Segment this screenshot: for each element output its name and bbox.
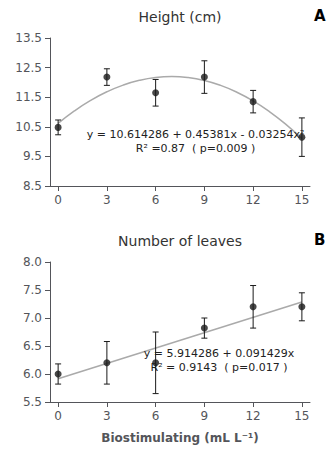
svg-text:y = 5.914286 + 0.091429x: y = 5.914286 + 0.091429x: [144, 347, 295, 360]
svg-text:15: 15: [294, 409, 309, 423]
svg-text:A: A: [314, 7, 326, 25]
svg-text:5.5: 5.5: [23, 395, 42, 409]
svg-text:13.5: 13.5: [15, 31, 42, 45]
svg-text:6.0: 6.0: [23, 367, 42, 381]
svg-text:7.0: 7.0: [23, 311, 42, 325]
svg-text:6: 6: [152, 193, 160, 207]
svg-text:9.5: 9.5: [23, 149, 42, 163]
svg-text:B: B: [314, 231, 325, 249]
svg-text:12: 12: [245, 409, 260, 423]
svg-text:3: 3: [103, 193, 111, 207]
svg-text:8.0: 8.0: [23, 255, 42, 269]
svg-text:Biostimulating (mL L⁻¹): Biostimulating (mL L⁻¹): [101, 431, 258, 445]
svg-text:6.5: 6.5: [23, 339, 42, 353]
svg-text:R² = 0.9143 ( p=0.017 ): R² = 0.9143 ( p=0.017 ): [150, 361, 287, 374]
svg-text:y = 10.614286 + 0.45381x - 0.0: y = 10.614286 + 0.45381x - 0.03254x²: [87, 128, 305, 141]
svg-text:10.5: 10.5: [15, 120, 42, 134]
svg-text:15: 15: [294, 193, 309, 207]
svg-text:Number of leaves: Number of leaves: [118, 233, 242, 249]
svg-text:R² =0.87 ( p=0.009 ): R² =0.87 ( p=0.009 ): [136, 142, 256, 155]
svg-text:7.5: 7.5: [23, 283, 42, 297]
svg-text:Height (cm): Height (cm): [139, 9, 222, 25]
svg-text:8.5: 8.5: [23, 179, 42, 193]
svg-text:9: 9: [201, 409, 209, 423]
svg-text:3: 3: [103, 409, 111, 423]
svg-text:12: 12: [245, 193, 260, 207]
svg-text:12.5: 12.5: [15, 61, 42, 75]
svg-text:0: 0: [54, 193, 62, 207]
svg-text:0: 0: [54, 409, 62, 423]
svg-text:6: 6: [152, 409, 160, 423]
svg-text:11.5: 11.5: [15, 90, 42, 104]
svg-text:9: 9: [201, 193, 209, 207]
